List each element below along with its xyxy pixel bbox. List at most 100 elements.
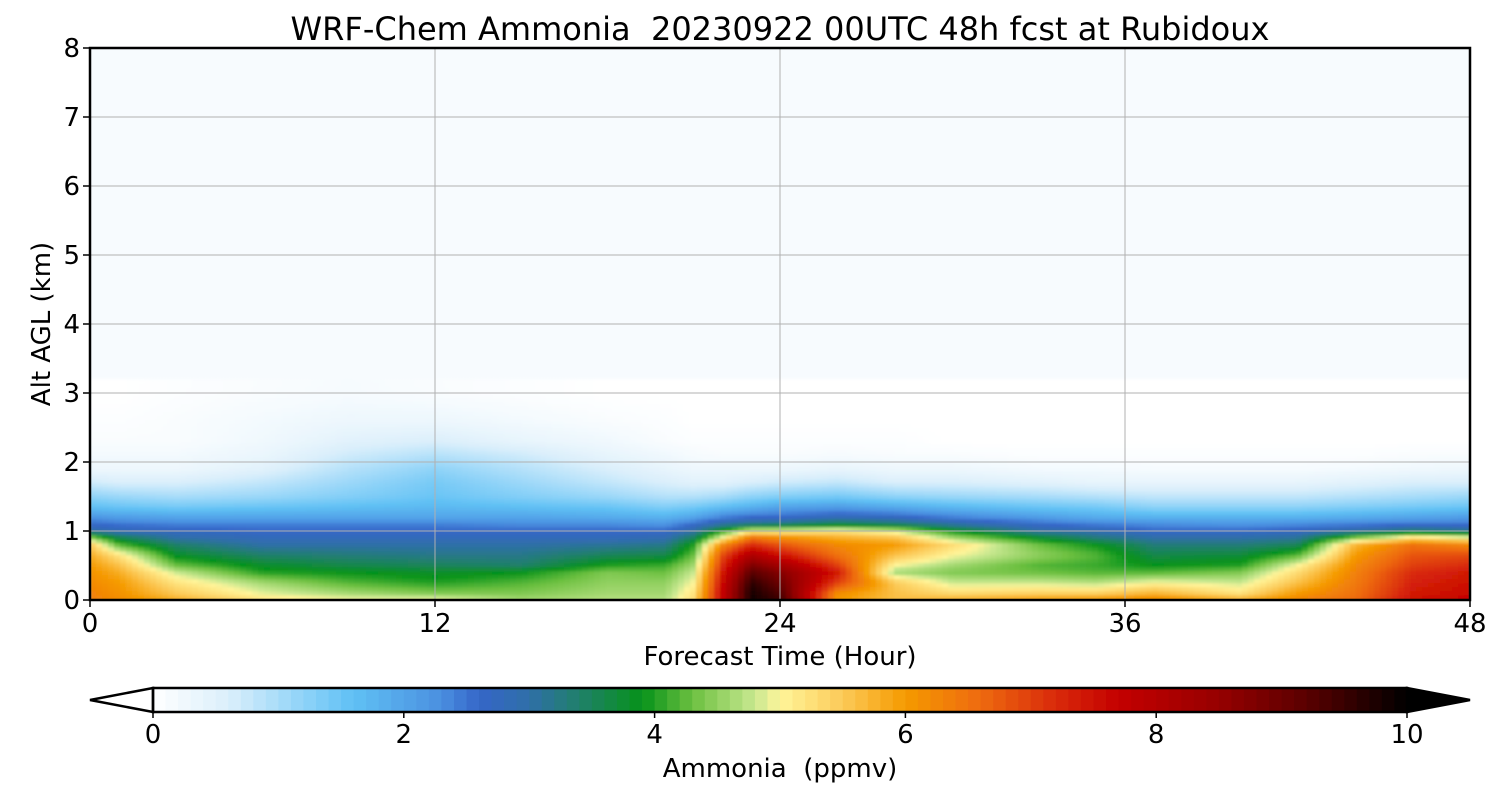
heatmap-cell — [312, 411, 319, 416]
heatmap-cell — [354, 559, 361, 564]
heatmap-cell — [228, 407, 235, 412]
heatmap-cell — [516, 527, 523, 532]
heatmap-cell — [222, 595, 229, 600]
heatmap-cell — [198, 499, 205, 504]
heatmap-cell — [570, 547, 577, 552]
heatmap-cell — [168, 495, 175, 500]
heatmap-cell — [402, 563, 409, 568]
heatmap-cell — [120, 419, 127, 424]
heatmap-cell — [294, 471, 301, 476]
heatmap-cell — [258, 411, 265, 416]
heatmap-cell — [384, 579, 391, 584]
heatmap-cell — [216, 551, 223, 556]
heatmap-cell — [582, 483, 589, 488]
heatmap-cell — [108, 547, 115, 552]
heatmap-cell — [258, 551, 265, 556]
heatmap-cell — [288, 479, 295, 484]
heatmap-cell — [378, 495, 385, 500]
heatmap-cell — [468, 387, 475, 392]
heatmap-cell — [504, 427, 511, 432]
heatmap-cell — [174, 399, 181, 404]
heatmap-cell — [564, 403, 571, 408]
heatmap-cell — [204, 423, 211, 428]
heatmap-cell — [480, 435, 487, 440]
heatmap-cell — [396, 463, 403, 468]
heatmap-cell — [552, 583, 559, 588]
heatmap-cell — [162, 547, 169, 552]
heatmap-cell — [90, 435, 97, 440]
heatmap-cell — [234, 475, 241, 480]
heatmap-cell — [438, 571, 445, 576]
heatmap-cell — [504, 455, 511, 460]
heatmap-cell — [270, 579, 277, 584]
heatmap-cell — [414, 591, 421, 596]
heatmap-cell — [282, 411, 289, 416]
heatmap-cell — [102, 395, 109, 400]
heatmap-cell — [282, 563, 289, 568]
heatmap-cell — [366, 483, 373, 488]
heatmap-cell — [138, 587, 145, 592]
heatmap-cell — [222, 435, 229, 440]
heatmap-cell — [612, 475, 619, 480]
heatmap-cell — [234, 411, 241, 416]
heatmap-cell — [90, 383, 97, 388]
heatmap-cell — [312, 395, 319, 400]
heatmap-cell — [348, 575, 355, 580]
heatmap-cell — [246, 463, 253, 468]
heatmap-cell — [552, 563, 559, 568]
heatmap-cell — [306, 419, 313, 424]
heatmap-cell — [450, 423, 457, 428]
heatmap-cell — [384, 475, 391, 480]
heatmap-cell — [456, 403, 463, 408]
heatmap-cell — [318, 515, 325, 520]
heatmap-cell — [372, 443, 379, 448]
heatmap-cell — [546, 571, 553, 576]
heatmap-cell — [576, 539, 583, 544]
heatmap-cell — [498, 575, 505, 580]
heatmap-cell — [90, 531, 97, 536]
heatmap-cell — [612, 579, 619, 584]
heatmap-cell — [450, 551, 457, 556]
heatmap-cell — [558, 395, 565, 400]
heatmap-cell — [456, 507, 463, 512]
heatmap-cell — [516, 523, 523, 528]
heatmap-cell — [144, 579, 151, 584]
heatmap-cell — [138, 431, 145, 436]
heatmap-cell — [468, 551, 475, 556]
heatmap-cell — [312, 387, 319, 392]
heatmap-cell — [408, 479, 415, 484]
heatmap-cell — [390, 523, 397, 528]
heatmap-cell — [324, 479, 331, 484]
heatmap-cell — [576, 567, 583, 572]
heatmap-cell — [102, 403, 109, 408]
heatmap-cell — [120, 411, 127, 416]
heatmap-cell — [534, 447, 541, 452]
heatmap-cell — [120, 403, 127, 408]
heatmap-cell — [162, 507, 169, 512]
heatmap-cell — [96, 439, 103, 444]
heatmap-cell — [474, 419, 481, 424]
heatmap-cell — [228, 519, 235, 524]
heatmap-cell — [216, 379, 223, 384]
heatmap-cell — [90, 543, 97, 548]
heatmap-cell — [588, 403, 595, 408]
heatmap-cell — [108, 519, 115, 524]
heatmap-cell — [102, 407, 109, 412]
heatmap-cell — [294, 403, 301, 408]
heatmap-cell — [96, 507, 103, 512]
heatmap-cell — [378, 387, 385, 392]
heatmap-cell — [138, 395, 145, 400]
heatmap-cell — [450, 483, 457, 488]
heatmap-cell — [384, 415, 391, 420]
heatmap-cell — [420, 491, 427, 496]
heatmap-cell — [252, 579, 259, 584]
heatmap-cell — [198, 587, 205, 592]
heatmap-cell — [294, 451, 301, 456]
heatmap-cell — [174, 471, 181, 476]
heatmap-cell — [558, 403, 565, 408]
heatmap-cell — [372, 511, 379, 516]
heatmap-cell — [186, 431, 193, 436]
heatmap-cell — [270, 387, 277, 392]
heatmap-cell — [402, 507, 409, 512]
heatmap-cell — [504, 383, 511, 388]
